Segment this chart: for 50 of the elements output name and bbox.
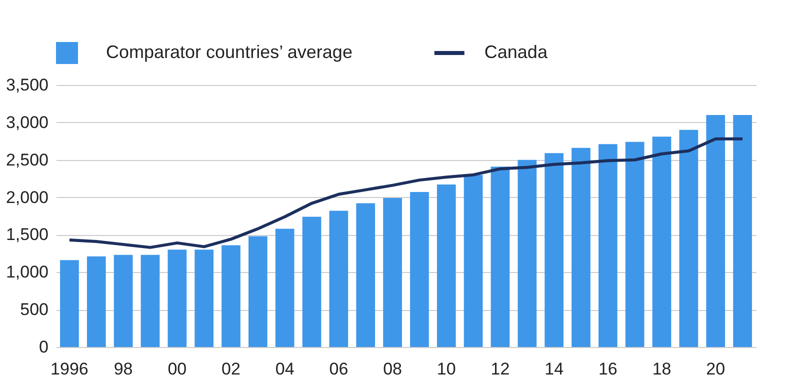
bar xyxy=(544,153,564,347)
bar xyxy=(194,250,214,347)
bar xyxy=(490,166,510,347)
bar xyxy=(60,260,79,347)
bar xyxy=(302,216,322,347)
y-tick-label: 1,000 xyxy=(6,262,48,282)
x-tick-label: 1996 xyxy=(50,360,88,378)
x-tick-label: 12 xyxy=(490,360,510,378)
bar xyxy=(222,245,240,347)
x-tick-label: 98 xyxy=(114,360,133,378)
y-tick-label: 3,000 xyxy=(6,112,48,132)
bar xyxy=(652,136,672,347)
x-tick-label: 16 xyxy=(598,360,618,378)
x-tick-label: 08 xyxy=(383,360,402,378)
bar xyxy=(572,148,590,347)
bar xyxy=(140,254,160,347)
bar xyxy=(733,114,752,347)
y-tick-label: 0 xyxy=(39,338,48,356)
bar xyxy=(248,236,268,347)
bar xyxy=(410,192,429,347)
bar xyxy=(114,254,133,347)
y-tick-label: 500 xyxy=(20,300,48,320)
y-tick-label: 3,500 xyxy=(6,76,48,94)
bar xyxy=(275,228,294,347)
bar xyxy=(518,160,537,347)
x-tick-label: 18 xyxy=(652,360,672,378)
legend-label: Canada xyxy=(484,42,548,62)
x-tick-label: 04 xyxy=(275,360,294,378)
y-tick-label: 2,000 xyxy=(6,188,48,207)
bar xyxy=(598,144,618,347)
x-tick-label: 10 xyxy=(436,360,456,378)
x-tick-label: 06 xyxy=(329,360,348,378)
bar xyxy=(625,142,644,347)
bar xyxy=(436,184,456,347)
x-tick-label: 00 xyxy=(168,360,187,378)
bar xyxy=(86,256,106,347)
bar xyxy=(706,114,726,347)
bar xyxy=(679,130,698,347)
legend-label: Comparator countries’ average xyxy=(106,42,352,62)
bar xyxy=(168,250,187,347)
x-tick-label: 02 xyxy=(222,360,240,378)
bar xyxy=(383,198,402,347)
y-tick-label: 1,500 xyxy=(6,225,48,244)
y-tick-label: 2,500 xyxy=(6,150,48,170)
bar xyxy=(464,174,483,347)
bar xyxy=(329,210,348,347)
x-tick-label: 20 xyxy=(706,360,726,378)
bar xyxy=(356,203,376,347)
x-tick-label: 14 xyxy=(544,360,564,378)
line-series xyxy=(68,137,744,249)
